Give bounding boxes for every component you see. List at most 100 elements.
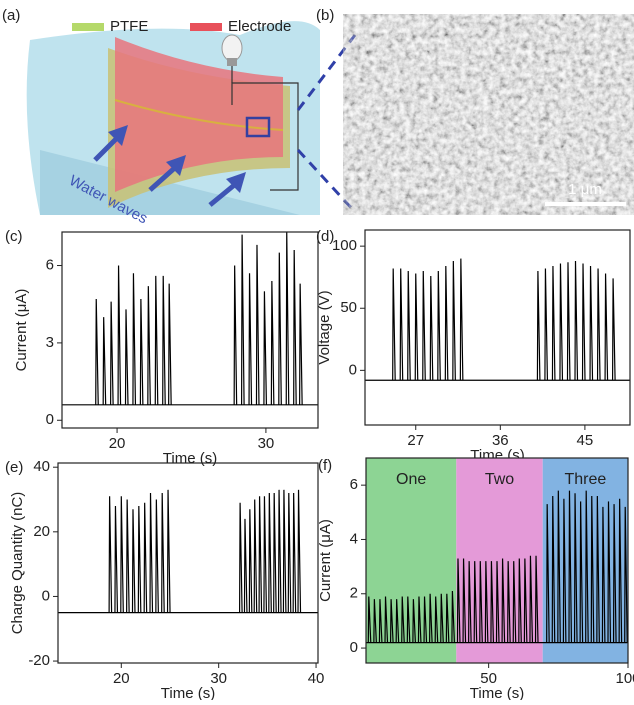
spike: [373, 599, 377, 643]
x-tick-label: 50: [480, 670, 497, 687]
spike: [399, 268, 404, 381]
spike: [618, 498, 623, 643]
spike: [384, 596, 389, 643]
spike: [484, 561, 489, 643]
y-tick-label: 0: [46, 411, 54, 428]
spike: [414, 273, 419, 381]
spike: [406, 596, 411, 643]
spike: [407, 270, 411, 381]
spike: [166, 489, 171, 613]
spike: [155, 499, 159, 613]
legend-label: PTFE: [110, 18, 148, 35]
spike: [149, 493, 154, 613]
y-tick-label: 3: [46, 334, 54, 351]
spike: [612, 504, 617, 643]
spike: [248, 273, 253, 405]
spike: [581, 263, 586, 381]
spike: [297, 489, 302, 613]
spike: [287, 493, 292, 613]
spike: [596, 496, 600, 643]
spike: [611, 278, 616, 381]
region-label: One: [396, 471, 426, 488]
spike: [248, 509, 253, 613]
spike: [479, 561, 483, 643]
spike: [395, 599, 400, 643]
x-tick-label: 20: [109, 435, 126, 452]
spike: [282, 489, 287, 613]
y-tick-label: 2: [350, 585, 358, 602]
spike: [444, 266, 449, 381]
spike: [168, 283, 172, 405]
panel-label: (f): [318, 457, 332, 474]
spike: [429, 593, 433, 643]
spike: [440, 593, 444, 643]
y-axis-title: Current (μA): [317, 519, 334, 602]
spike: [253, 499, 258, 613]
spike: [417, 596, 422, 643]
spike: [278, 252, 282, 405]
spike: [263, 496, 268, 613]
spike: [590, 496, 595, 643]
plot-frame: [57, 462, 319, 664]
spike: [378, 599, 383, 643]
spike: [534, 555, 539, 643]
spike: [131, 509, 136, 613]
spike: [562, 498, 567, 643]
spike: [240, 234, 245, 405]
panel-label: (a): [2, 7, 20, 24]
spike: [243, 518, 248, 613]
spike: [445, 593, 450, 643]
x-tick-label: 20: [113, 670, 130, 687]
spike: [574, 261, 579, 381]
spike: [544, 268, 549, 381]
y-tick-label: 4: [350, 530, 358, 547]
spike: [154, 275, 159, 405]
plot-frame: [365, 457, 629, 664]
spike: [367, 596, 372, 643]
x-tick-label: 100: [615, 670, 634, 687]
spike: [604, 273, 609, 381]
spike: [258, 496, 263, 613]
spike: [263, 291, 268, 405]
x-tick-label: 30: [210, 670, 227, 687]
y-tick-label: -20: [28, 652, 50, 669]
spike: [573, 493, 578, 643]
spike: [392, 268, 396, 381]
y-tick-label: 6: [46, 256, 54, 273]
spike: [601, 506, 606, 643]
x-axis-title: Time (s): [161, 685, 215, 700]
y-tick-label: 50: [340, 299, 357, 316]
x-tick-label: 36: [492, 432, 509, 449]
spike: [102, 317, 107, 405]
spike: [162, 275, 166, 405]
y-tick-label: 100: [332, 237, 357, 254]
y-axis-title: Current (μA): [13, 289, 30, 372]
spike: [233, 265, 238, 405]
spike: [124, 309, 129, 405]
spike: [507, 561, 511, 643]
spike: [95, 299, 99, 405]
spike: [120, 496, 124, 613]
spike: [473, 561, 478, 643]
y-axis-title: Charge Quantity (nC): [9, 492, 26, 635]
spike: [490, 561, 495, 643]
region-label: Two: [485, 471, 514, 488]
spike: [422, 270, 426, 381]
spike: [451, 591, 456, 643]
spike: [437, 270, 441, 381]
plot-frame: [364, 229, 631, 426]
x-tick-label: 40: [308, 670, 325, 687]
spike: [292, 493, 297, 613]
spike: [299, 283, 303, 405]
spike: [452, 261, 456, 381]
device-illustration: [26, 21, 357, 215]
legend-label: Electrode: [228, 18, 291, 35]
spike: [429, 275, 434, 381]
spike: [412, 599, 416, 643]
spike: [137, 505, 142, 613]
scale-label: 1 μm: [568, 181, 602, 198]
x-tick-label: 30: [258, 435, 275, 452]
spike: [277, 489, 282, 613]
spike: [607, 501, 612, 643]
